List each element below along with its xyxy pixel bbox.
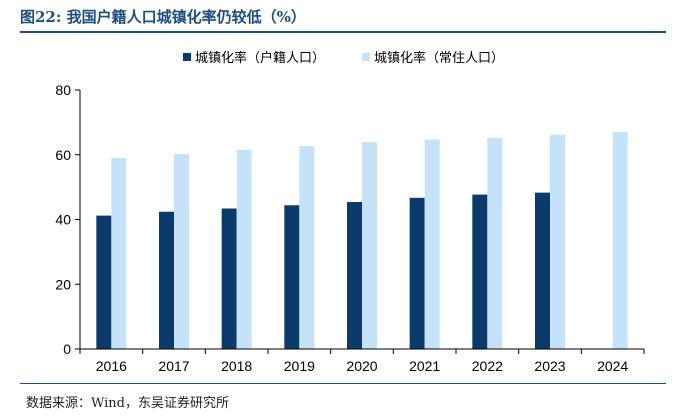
y-tick-label: 40 bbox=[55, 212, 71, 228]
source-rule bbox=[20, 383, 666, 384]
bar-registered-population bbox=[347, 202, 362, 349]
legend-swatch bbox=[362, 53, 370, 61]
y-axis: 0 20 40 60 80 bbox=[55, 82, 81, 357]
x-tick-label: 2021 bbox=[409, 358, 440, 374]
bar-registered-population bbox=[409, 197, 425, 349]
x-tick-label: 2018 bbox=[221, 358, 252, 374]
figure-title: 图22: 我国户籍人口城镇化率仍较低（%） bbox=[20, 8, 306, 26]
bar-resident-population bbox=[424, 139, 440, 349]
x-tick-label: 2022 bbox=[472, 358, 503, 374]
bar-registered-population bbox=[472, 194, 488, 349]
bar-resident-population bbox=[111, 157, 127, 349]
title-rule bbox=[20, 31, 666, 33]
bar-resident-population bbox=[299, 146, 315, 349]
bar-registered-population bbox=[96, 215, 112, 349]
y-tick-label: 20 bbox=[55, 276, 71, 292]
bar-registered-population bbox=[159, 211, 174, 349]
x-tick-label: 2023 bbox=[534, 358, 565, 374]
y-tick-label: 0 bbox=[63, 341, 71, 357]
bar-registered-population bbox=[284, 205, 300, 349]
bar-resident-population bbox=[174, 154, 189, 349]
x-tick-label: 2017 bbox=[158, 358, 189, 374]
legend-label: 城镇化率（常住人口） bbox=[374, 50, 504, 66]
bar-registered-population bbox=[535, 192, 550, 349]
legend-label: 城镇化率（户籍人口） bbox=[195, 50, 325, 66]
x-axis: 2016 2017 2018 2019 2020 2021 2022 2023 2024 bbox=[79, 348, 645, 374]
bar-resident-population bbox=[487, 137, 503, 349]
legend-swatch bbox=[183, 53, 191, 61]
bar-registered-population bbox=[221, 208, 237, 349]
x-tick-label: 2019 bbox=[284, 358, 315, 374]
bar-series-group bbox=[96, 132, 628, 349]
bar-resident-population bbox=[236, 149, 252, 349]
chart-legend: 城镇化率（户籍人口） 城镇化率（常住人口） bbox=[183, 50, 504, 66]
y-tick-label: 80 bbox=[55, 82, 71, 98]
bar-resident-population bbox=[362, 142, 377, 349]
source-note: 数据来源：Wind，东吴证券研究所 bbox=[26, 396, 229, 411]
x-tick-label: 2016 bbox=[96, 358, 127, 374]
x-tick-label: 2020 bbox=[346, 358, 377, 374]
bar-resident-population bbox=[550, 134, 565, 349]
x-tick-label: 2024 bbox=[597, 358, 628, 374]
bar-resident-population bbox=[612, 132, 628, 349]
y-tick-label: 60 bbox=[55, 147, 71, 163]
